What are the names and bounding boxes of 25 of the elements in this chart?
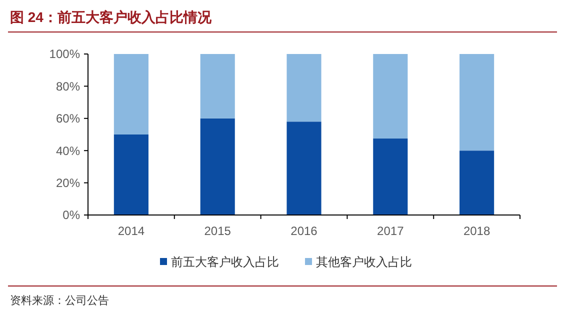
- legend-label: 前五大客户收入占比: [171, 255, 279, 270]
- bar: [373, 54, 408, 139]
- y-tick-label: 60%: [56, 112, 80, 126]
- y-tick-label: 40%: [56, 144, 80, 158]
- x-tick-label: 2015: [204, 224, 232, 238]
- bar: [114, 54, 148, 134]
- x-tick-label: 2018: [463, 224, 490, 238]
- bar: [460, 150, 494, 215]
- bar: [373, 138, 408, 215]
- bar: [200, 54, 235, 118]
- bar: [286, 54, 322, 122]
- y-tick-label: 0%: [62, 208, 80, 222]
- legend-label: 其他客户收入占比: [316, 255, 412, 270]
- y-tick-label: 80%: [56, 79, 80, 94]
- x-tick-label: 2017: [377, 224, 404, 238]
- chart-title: 图 24：前五大客户收入占比情况: [10, 9, 212, 25]
- text: 资料来源：公司公告: [10, 294, 109, 307]
- bar: [200, 118, 235, 215]
- x-tick-label: 2014: [118, 224, 145, 238]
- y-tick-label: 20%: [56, 176, 80, 190]
- bar: [286, 122, 322, 215]
- y-tick-label: 100%: [49, 47, 80, 62]
- bar: [460, 54, 494, 151]
- x-tick-label: 2016: [290, 224, 318, 238]
- bar: [114, 134, 148, 215]
